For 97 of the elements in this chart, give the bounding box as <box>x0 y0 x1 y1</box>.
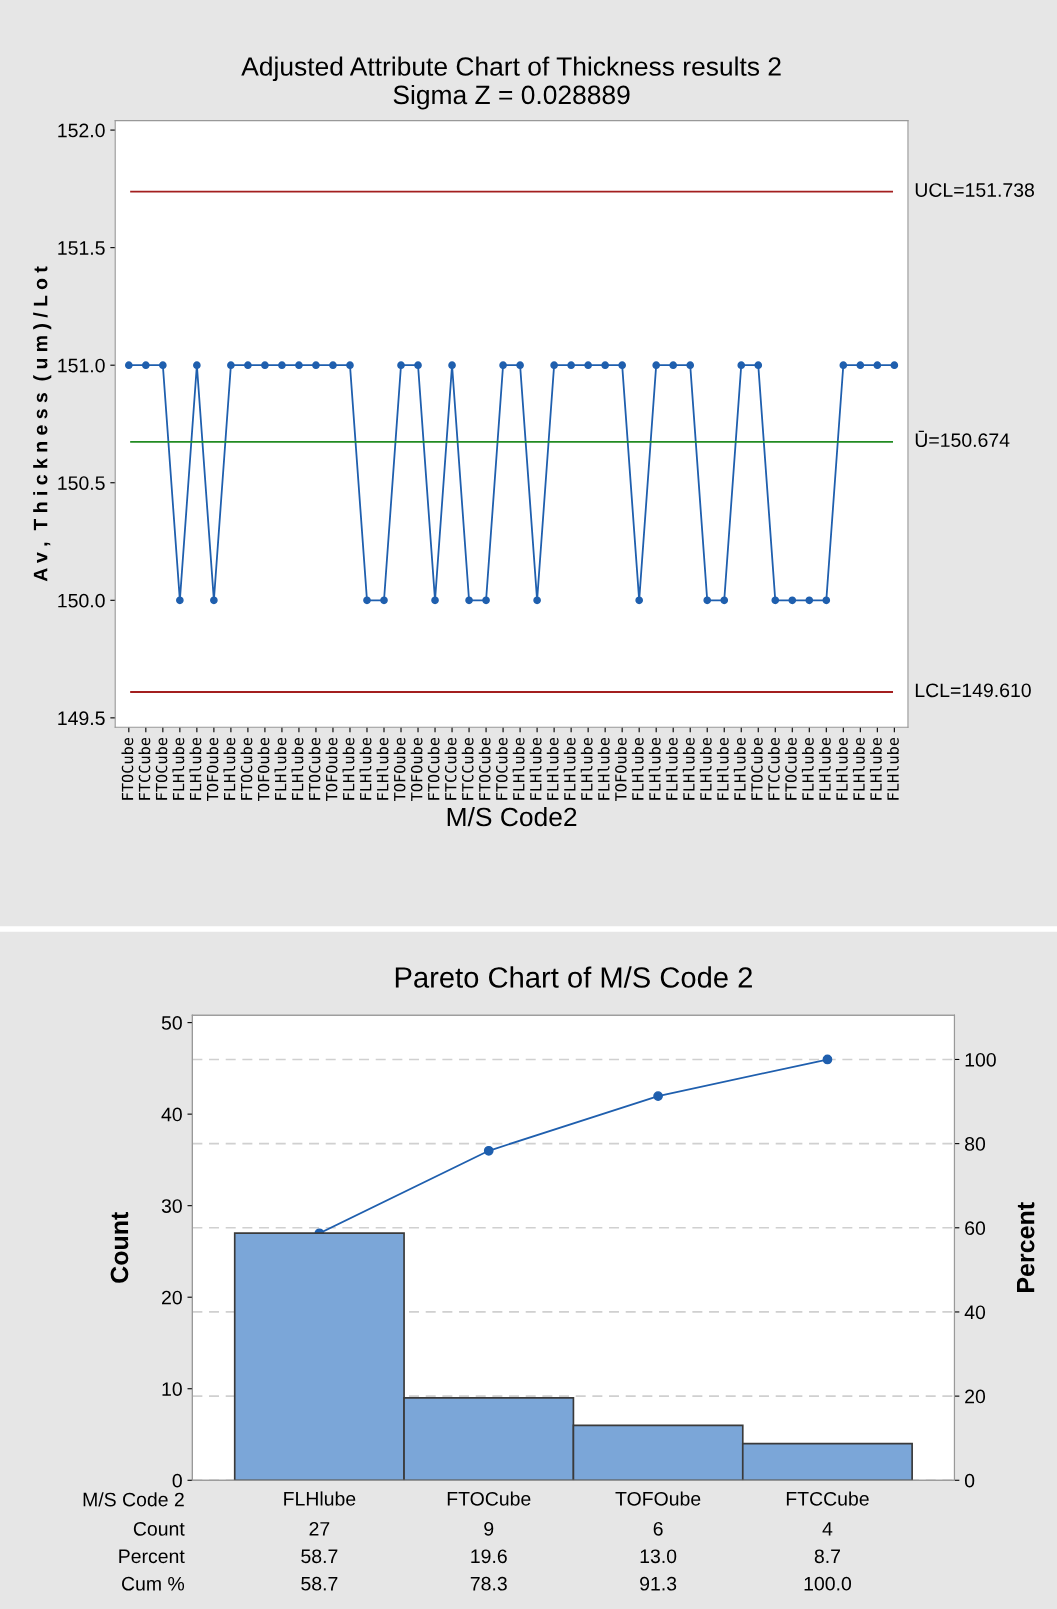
x-tick-label: FLHlube <box>529 737 542 800</box>
x-tick-label: FTCCube <box>767 737 780 800</box>
y2-tick-label: 60 <box>965 1221 986 1236</box>
y-tick-label: 149.5 <box>58 711 105 726</box>
x-tick-label: FTOCube <box>447 1491 531 1506</box>
data-label: 6 <box>653 1521 663 1536</box>
x-tick-label: FTOCube <box>155 737 168 800</box>
x-tick-label: FLHlube <box>869 737 882 800</box>
x-tick-label: FLHlube <box>665 737 678 800</box>
x-tick-label: FLHlube <box>563 737 576 800</box>
text: 13.0 <box>640 1549 677 1564</box>
ref-line-label: Ū=150.674 <box>915 430 1010 448</box>
x-tick-label: FLHlube <box>682 737 695 800</box>
ref-line-label: LCL=149.610 <box>915 683 1031 698</box>
x-tick-label: FLHlube <box>852 737 865 800</box>
x-tick-label: FTOCube <box>495 737 508 800</box>
data-label: 100.0 <box>804 1576 852 1591</box>
text: Count <box>133 1521 185 1536</box>
y-axis-title: A v , T h i c k n e s s ( u m ) / L o t <box>33 266 52 582</box>
x-tick-label: FTOCube <box>427 737 440 800</box>
x-tick-label: FLHlube <box>546 737 559 800</box>
x-tick-label: FLHlube <box>818 737 831 800</box>
y-tick-label: 150.5 <box>58 476 105 490</box>
chart-subtitle: Sigma Z = 0.028889 <box>393 84 630 110</box>
y-tick-label: 30 <box>161 1199 182 1213</box>
x-tick-label: TOFOube <box>614 737 627 802</box>
data-label: 4 <box>822 1522 833 1536</box>
y-tick-label: 151.5 <box>58 241 105 255</box>
x-tick-label: FLHlube <box>801 737 814 800</box>
y-tick-label: 151.0 <box>58 358 105 373</box>
x-tick-label: FTCCube <box>461 737 474 800</box>
x-tick-label: FLHlube <box>597 737 610 800</box>
y-tick-label: 10 <box>162 1382 182 1396</box>
y-axis-title: Count <box>110 1211 129 1283</box>
x-tick-label: FLHlube <box>223 737 236 800</box>
x-tick-label: FTCCube <box>786 1491 869 1506</box>
x-tick-label: FLHlube <box>342 737 355 800</box>
chart-title: Pareto Chart of M/S Code 2 <box>395 966 752 988</box>
data-label: 78.3 <box>470 1576 507 1591</box>
x-tick-label: FLHlube <box>631 737 644 800</box>
y2-tick-label: 0 <box>964 1473 975 1488</box>
x-tick-label: FTOCube <box>784 737 797 800</box>
chart-title: Adjusted Attribute Chart of Thickness results 2 <box>241 56 781 82</box>
x-tick-label: FTCCube <box>444 737 457 800</box>
x-tick-label: FLHlube <box>580 737 593 800</box>
x-tick-label: FLHlube <box>291 737 304 800</box>
point <box>653 1091 663 1101</box>
x-tick-label: FTOCube <box>478 737 491 800</box>
x-tick-label: TOFOube <box>257 737 270 802</box>
point <box>483 1145 494 1156</box>
x-tick-label: FLHlube <box>835 737 848 800</box>
x-tick-label: FLHlube <box>733 737 746 800</box>
x-tick-label: FLHlube <box>699 737 712 800</box>
y2-tick-label: 100 <box>965 1052 996 1067</box>
text: 19.6 <box>471 1549 507 1564</box>
x-tick-label: FTOCube <box>308 737 321 800</box>
y-tick-label: 150.0 <box>58 593 105 608</box>
x-tick-label: FLHlube <box>648 737 661 800</box>
data-label: 9 <box>484 1521 494 1536</box>
x-tick-label: FLHlube <box>284 1491 356 1506</box>
y-tick-label: 152.0 <box>58 123 105 138</box>
y2-axis-title: Percent <box>1016 1202 1035 1292</box>
x-tick-label: FLHlube <box>189 737 202 800</box>
y2-tick-label: 40 <box>964 1305 986 1320</box>
x-tick-label: FLHlube <box>512 737 525 800</box>
text: 58.7 <box>301 1549 338 1564</box>
x-tick-label: FTOCube <box>750 737 763 800</box>
x-tick-label: TOFOube <box>410 737 423 802</box>
x-tick-label: FLHlube <box>172 737 185 800</box>
x-tick-label: FTOCube <box>240 737 253 800</box>
x-tick-label: TOFOube <box>325 737 338 802</box>
y-tick-label: 0 <box>172 1473 182 1488</box>
x-tick-label: FLHlube <box>359 737 372 800</box>
x-tick-label: TOFOube <box>615 1491 701 1506</box>
y-tick-label: 40 <box>161 1107 182 1122</box>
ref-line-label: UCL=151.738 <box>915 183 1034 197</box>
text: 8.7 <box>814 1549 840 1564</box>
point <box>822 1054 833 1065</box>
y2-tick-label: 80 <box>965 1137 986 1151</box>
x-tick-label: TOFOube <box>206 737 219 802</box>
x-axis-title: M/S Code2 <box>447 806 577 827</box>
y-tick-label: 50 <box>161 1016 182 1030</box>
data-label: 27 <box>309 1521 330 1536</box>
x-tick-label: FLHlube <box>274 737 287 800</box>
data-label: 58.7 <box>301 1576 338 1591</box>
text: Cum % <box>122 1576 185 1591</box>
text: Percent <box>119 1549 185 1564</box>
y-tick-label: 20 <box>162 1290 182 1305</box>
x-tick-label: FTCCube <box>138 737 151 800</box>
y2-tick-label: 20 <box>965 1389 986 1404</box>
x-tick-label: FLHlube <box>886 737 899 800</box>
x-tick-label: FLHlube <box>376 737 389 800</box>
x-tick-label: TOFOube <box>393 737 406 802</box>
x-tick-label: FLHlube <box>716 737 729 800</box>
x-tick-label: FTOCube <box>121 737 134 800</box>
x-axis-title: M/S Code 2 <box>83 1492 184 1507</box>
data-label: 91.3 <box>640 1576 677 1591</box>
